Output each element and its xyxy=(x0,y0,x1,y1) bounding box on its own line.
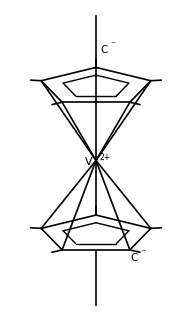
Text: C: C xyxy=(131,253,138,264)
Text: 2+: 2+ xyxy=(100,153,111,162)
Text: V: V xyxy=(84,157,92,167)
Text: ⁻: ⁻ xyxy=(140,248,145,259)
Text: ⁻: ⁻ xyxy=(110,40,116,50)
Text: C: C xyxy=(101,45,108,55)
